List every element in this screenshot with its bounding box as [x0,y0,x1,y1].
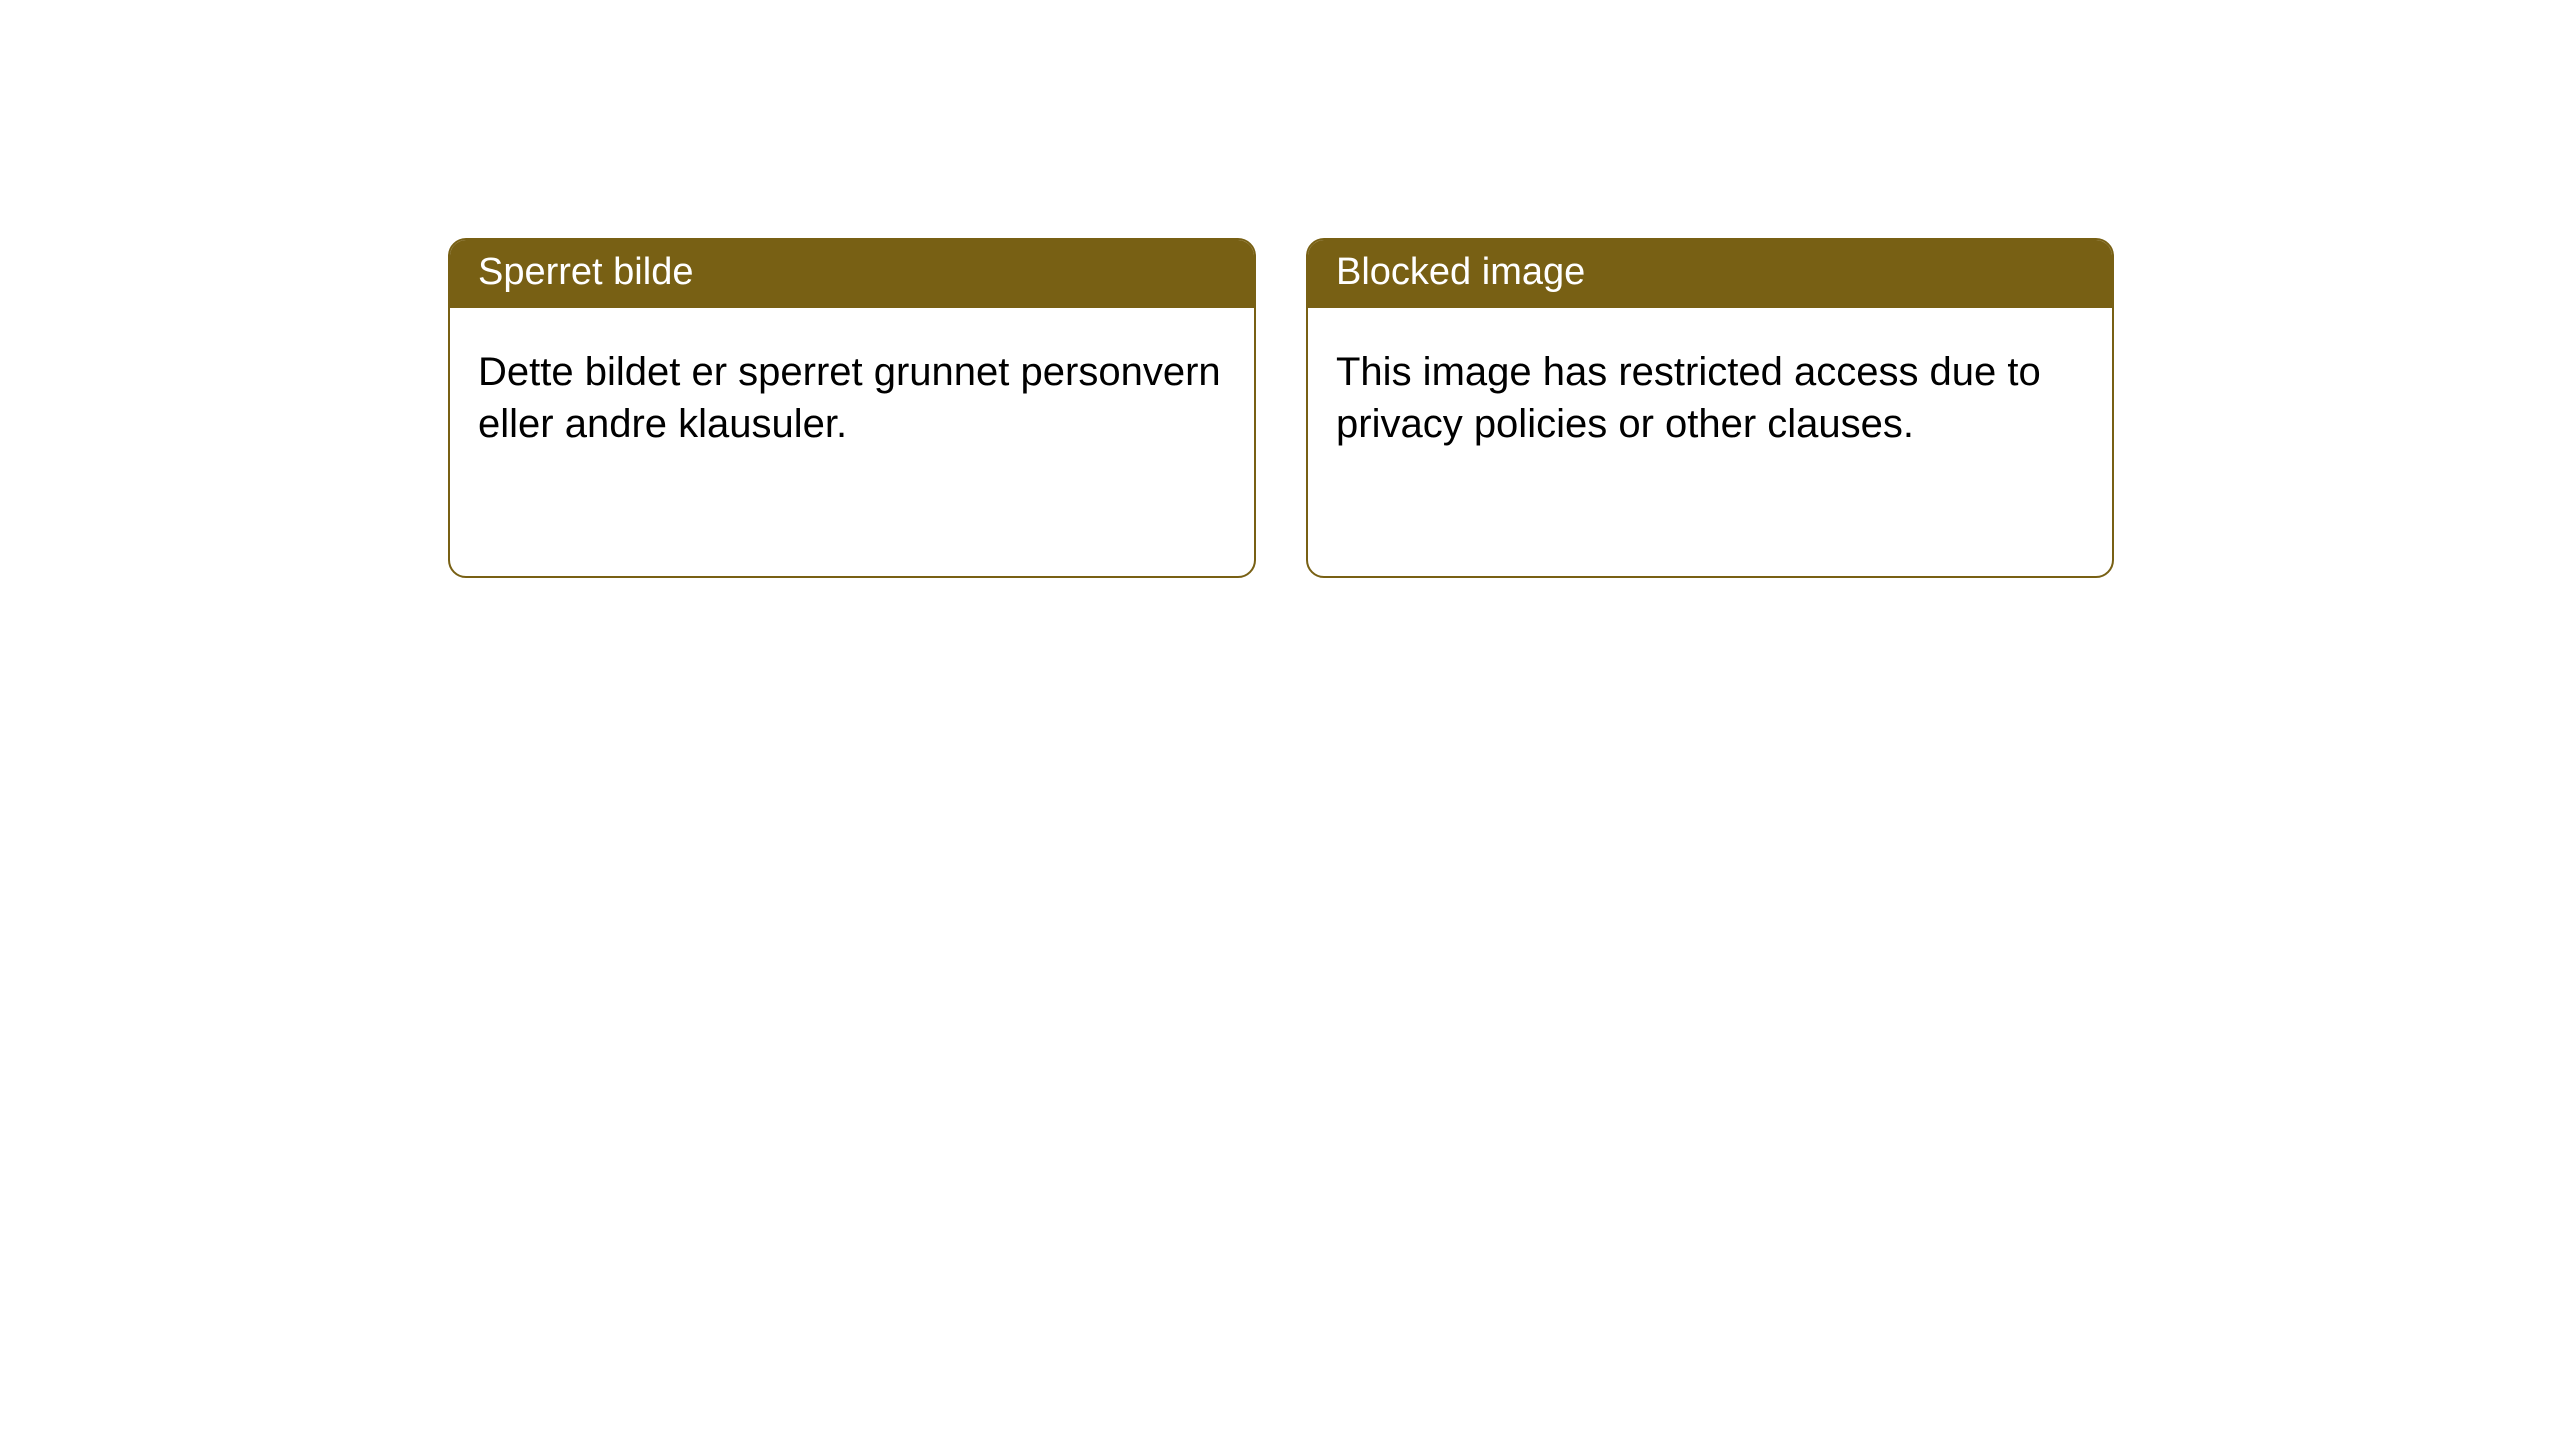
notice-body-en: This image has restricted access due to … [1308,308,2112,478]
notice-container: Sperret bilde Dette bildet er sperret gr… [0,0,2560,578]
notice-card-en: Blocked image This image has restricted … [1306,238,2114,578]
notice-header-en: Blocked image [1308,240,2112,308]
notice-body-no: Dette bildet er sperret grunnet personve… [450,308,1254,478]
notice-card-no: Sperret bilde Dette bildet er sperret gr… [448,238,1256,578]
notice-header-no: Sperret bilde [450,240,1254,308]
